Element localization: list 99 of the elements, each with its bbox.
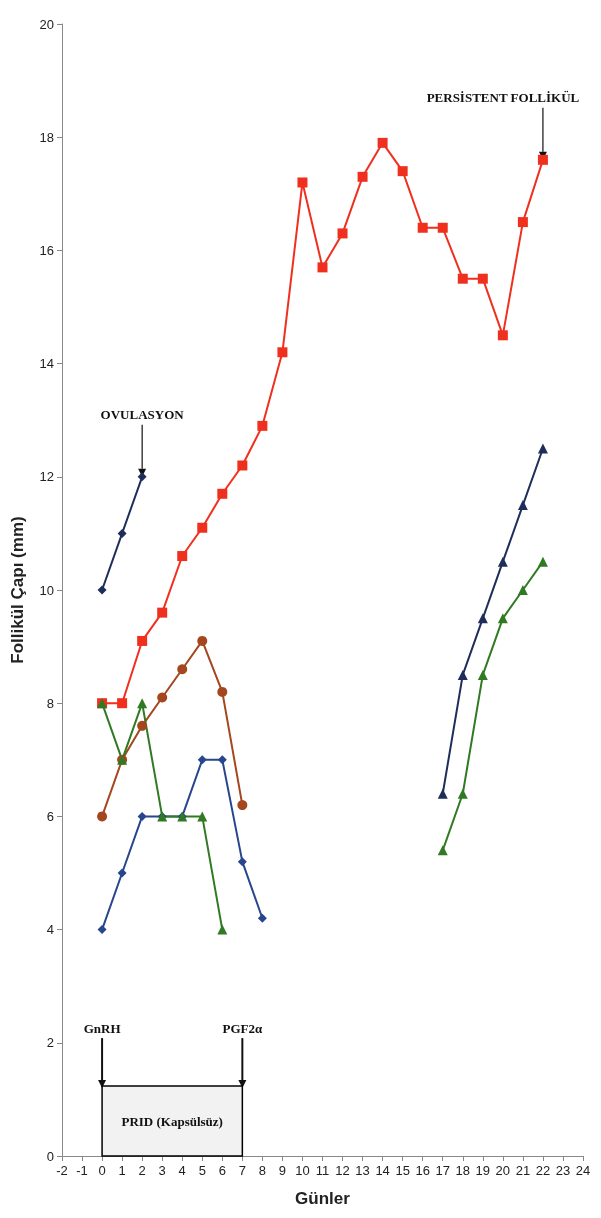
point xyxy=(377,137,388,148)
point xyxy=(537,154,548,165)
point xyxy=(157,692,168,703)
point xyxy=(277,347,288,358)
point xyxy=(537,556,548,567)
point xyxy=(477,613,488,624)
point xyxy=(417,222,428,233)
x-tick-label: 19 xyxy=(475,1163,491,1178)
point xyxy=(437,222,448,233)
point xyxy=(117,868,127,878)
y-tick-label: 20 xyxy=(39,16,54,32)
x-tick-label: 13 xyxy=(355,1163,370,1178)
y-tick-label: 10 xyxy=(39,582,54,598)
x-tick-label: -2 xyxy=(56,1163,68,1178)
x-tick-label: 16 xyxy=(415,1163,430,1178)
x-tick-label: 3 xyxy=(158,1163,166,1178)
x-tick-label: 21 xyxy=(515,1163,531,1178)
x-tick-label: 11 xyxy=(315,1163,330,1178)
point xyxy=(517,500,528,511)
x-tick-label: 2 xyxy=(138,1163,146,1178)
y-tick-label: 8 xyxy=(46,695,54,711)
point xyxy=(197,522,208,533)
x-tick-label: 8 xyxy=(258,1163,266,1178)
x-tick-label: 1 xyxy=(118,1163,126,1178)
point xyxy=(117,698,128,709)
point xyxy=(97,925,107,935)
point xyxy=(137,698,148,709)
x-tick-label: 22 xyxy=(535,1163,551,1178)
point xyxy=(497,556,508,567)
y-tick-label: 6 xyxy=(46,808,54,824)
point xyxy=(457,669,468,680)
annotation: PERSİSTENT FOLLİKÜL xyxy=(426,90,580,106)
y-tick-label: 16 xyxy=(39,242,54,258)
point xyxy=(197,811,208,822)
point xyxy=(217,755,227,765)
point xyxy=(497,330,508,341)
point xyxy=(257,420,268,431)
x-tick-label: 9 xyxy=(278,1163,287,1178)
y-tick-label: 0 xyxy=(46,1148,54,1164)
point xyxy=(117,528,127,538)
annotation: GnRH xyxy=(83,1020,121,1036)
x-tick-label: 14 xyxy=(375,1163,390,1178)
point xyxy=(437,788,448,799)
point xyxy=(457,273,468,284)
point xyxy=(457,788,468,799)
point xyxy=(97,585,107,595)
point xyxy=(217,686,228,697)
point xyxy=(177,664,188,675)
point xyxy=(237,800,248,811)
x-tick-label: 20 xyxy=(495,1163,511,1178)
annotation: OVULASYON xyxy=(100,407,185,423)
point xyxy=(217,488,228,499)
point xyxy=(217,924,228,935)
y-tick-label: 2 xyxy=(46,1035,54,1051)
x-tick-label: 10 xyxy=(295,1163,310,1178)
point xyxy=(197,635,208,646)
point xyxy=(137,811,147,821)
point xyxy=(297,177,308,188)
x-tick-label: -1 xyxy=(76,1163,88,1178)
point xyxy=(497,613,508,624)
point xyxy=(397,166,408,177)
x-tick-label: 17 xyxy=(435,1163,450,1178)
point xyxy=(517,585,528,595)
point xyxy=(237,857,247,867)
point xyxy=(517,217,528,228)
point xyxy=(177,551,188,562)
point xyxy=(257,913,267,923)
x-tick-label: 23 xyxy=(555,1163,571,1178)
point xyxy=(437,845,448,856)
x-tick-label: 5 xyxy=(198,1163,206,1178)
y-tick-label: 14 xyxy=(39,356,54,372)
x-axis-title: Günler xyxy=(295,1189,351,1208)
point xyxy=(357,171,368,182)
point xyxy=(137,720,148,731)
annotation: PGF2α xyxy=(222,1020,263,1036)
point xyxy=(137,472,147,482)
point xyxy=(337,228,348,239)
x-tick-label: 12 xyxy=(335,1163,350,1178)
y-tick-label: 12 xyxy=(39,469,54,485)
point xyxy=(477,669,488,680)
x-tick-label: 4 xyxy=(178,1163,186,1178)
x-tick-label: 15 xyxy=(395,1163,410,1178)
point xyxy=(317,262,328,273)
band-label: PRID (Kapsülsüz) xyxy=(121,1113,223,1129)
point xyxy=(477,273,488,284)
y-axis-title: Follikül Çapı (mm) xyxy=(8,516,27,664)
point xyxy=(197,755,207,765)
point xyxy=(537,443,548,454)
x-tick-label: 7 xyxy=(238,1163,246,1178)
x-tick-label: 24 xyxy=(575,1163,591,1178)
point xyxy=(157,607,168,618)
point xyxy=(97,811,108,822)
x-tick-label: 0 xyxy=(98,1163,106,1178)
x-tick-label: 6 xyxy=(218,1163,226,1178)
point xyxy=(237,460,248,471)
x-tick-label: 18 xyxy=(455,1163,470,1178)
point xyxy=(137,635,148,646)
y-tick-label: 4 xyxy=(46,922,54,938)
y-tick-label: 18 xyxy=(39,129,54,145)
